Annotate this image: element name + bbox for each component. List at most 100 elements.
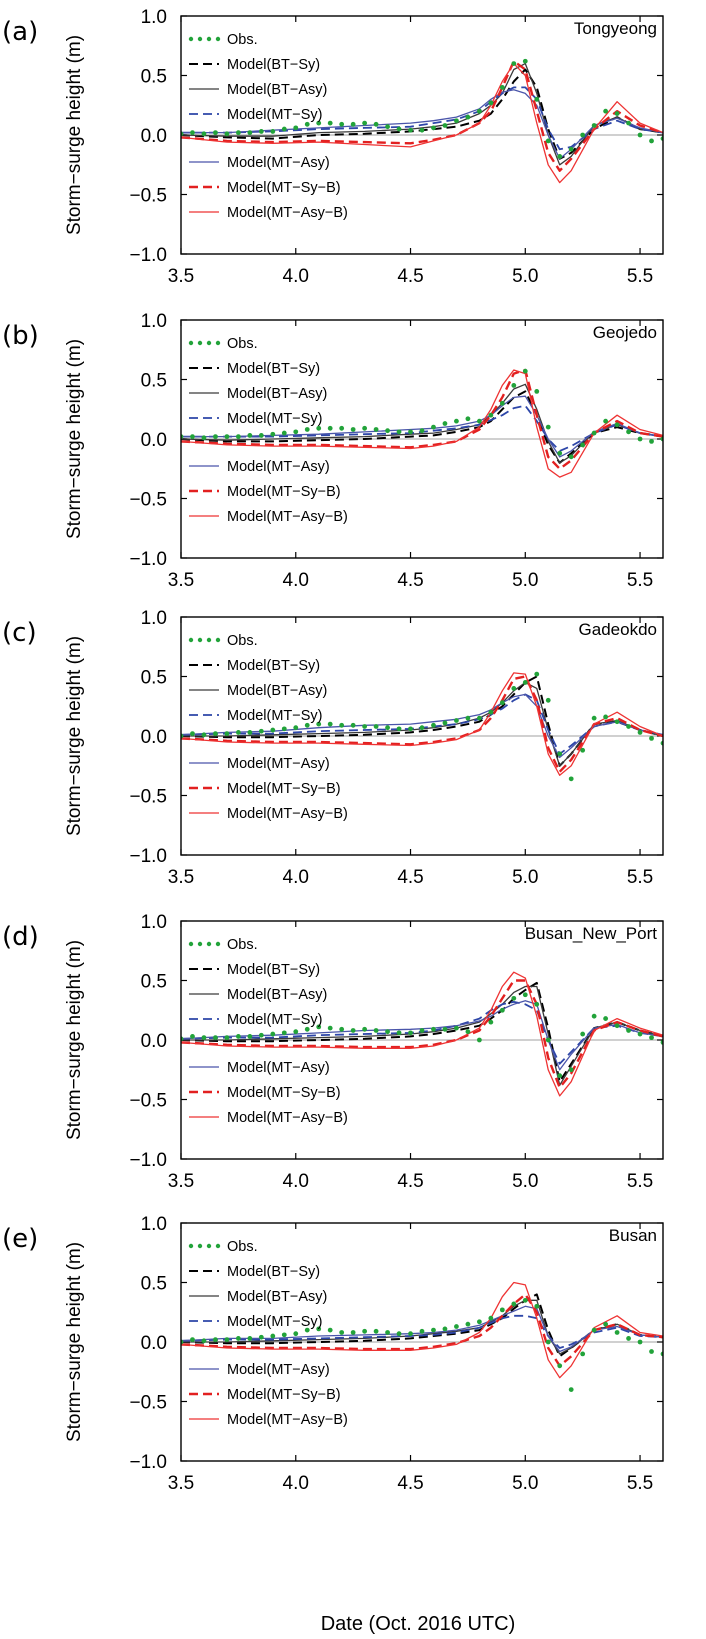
obs-point	[247, 1034, 253, 1039]
y-tick-label: 0.5	[141, 371, 167, 392]
obs-point	[362, 425, 368, 431]
y-tick-label: 0.0	[141, 1333, 167, 1354]
legend-label: Model(MT−Asy)	[227, 1362, 330, 1378]
obs-point	[201, 1338, 207, 1344]
legend-label: Model(BT−Sy)	[227, 658, 320, 674]
obs-point	[454, 1025, 459, 1031]
obs-point	[649, 735, 654, 741]
x-tick-label: 5.0	[512, 867, 538, 888]
obs-point	[350, 1028, 356, 1033]
obs-point	[476, 108, 482, 114]
obs-point	[327, 1327, 333, 1333]
legend-label: Model(MT−Asy−B)	[227, 205, 348, 221]
series-line-mt-asy-b	[181, 672, 663, 776]
y-tick-label: −1.0	[129, 846, 167, 867]
legend-obs-marker	[188, 36, 194, 42]
obs-point	[499, 85, 505, 90]
series-line-mt-sy-b	[181, 1293, 663, 1368]
series-line-mt-sy-b	[181, 979, 663, 1089]
obs-point	[396, 1030, 402, 1036]
obs-point	[213, 434, 218, 440]
obs-point	[591, 123, 597, 128]
obs-point	[419, 428, 425, 434]
series-line-mt-sy	[181, 1001, 663, 1065]
obs-point	[396, 726, 402, 732]
legend-label: Model(MT−Sy)	[227, 1314, 322, 1330]
legend-label: Obs.	[227, 937, 258, 953]
x-tick-label: 4.5	[397, 266, 423, 287]
obs-point	[362, 1026, 368, 1032]
obs-point	[568, 776, 574, 782]
obs-point	[614, 1330, 620, 1335]
y-tick-label: −1.0	[129, 245, 167, 266]
obs-point	[213, 1035, 218, 1041]
x-tick-label: 5.0	[512, 570, 538, 591]
obs-point	[258, 728, 264, 734]
obs-point	[649, 438, 654, 444]
y-tick-label: −0.5	[129, 490, 167, 511]
obs-point	[442, 421, 448, 426]
obs-point	[534, 96, 540, 102]
legend-label: Model(MT−Sy)	[227, 107, 322, 123]
obs-point	[235, 730, 241, 735]
obs-point	[316, 425, 322, 431]
obs-point	[626, 1336, 631, 1341]
obs-point	[213, 1337, 218, 1343]
obs-point	[408, 726, 413, 732]
y-tick-label: 0.5	[141, 972, 167, 993]
legend-obs-marker	[206, 1243, 212, 1249]
obs-point	[339, 722, 345, 728]
legend-obs-marker	[206, 340, 212, 346]
plot-frame	[180, 15, 664, 255]
obs-point	[190, 130, 195, 136]
obs-point	[385, 428, 390, 434]
x-tick-label: 4.5	[397, 1473, 423, 1494]
legend-label: Model(MT−Sy)	[227, 411, 322, 427]
series-group	[181, 671, 663, 782]
legend-obs-marker	[197, 1243, 203, 1249]
legend-obs-marker	[188, 340, 194, 346]
obs-point	[293, 1029, 299, 1035]
legend-label: Model(MT−Asy)	[227, 155, 330, 171]
obs-point	[293, 1331, 299, 1337]
obs-point	[281, 1030, 287, 1036]
obs-point	[281, 126, 287, 132]
series-line-mt-asy-b	[181, 1281, 663, 1379]
obs-point	[350, 1330, 356, 1335]
panel-d: (d) Storm−surge height (m) 1.0 0.5 0.0 −0.5 −1…	[2, 912, 664, 1192]
obs-point	[350, 427, 356, 432]
obs-point	[637, 132, 643, 138]
legend-label: Obs.	[227, 336, 258, 352]
obs-point	[419, 725, 425, 731]
x-tick-label: 4.5	[397, 867, 423, 888]
obs-point	[213, 130, 218, 136]
y-axis-title: Storm−surge height (m)	[64, 940, 85, 1140]
obs-point	[270, 129, 276, 134]
x-tick-label: 4.0	[283, 266, 309, 287]
obs-point	[224, 731, 230, 737]
legend: Obs. Model(BT−Sy) Model(BT−Asy) Model(MT−Sy…	[188, 336, 348, 525]
x-tick-label: 5.5	[627, 1171, 653, 1192]
obs-point	[304, 427, 310, 432]
y-tick-label: −0.5	[129, 1393, 167, 1414]
obs-point	[442, 1026, 448, 1032]
obs-point	[534, 1001, 540, 1007]
y-tick-label: 1.0	[141, 311, 167, 332]
y-axis-title: Storm−surge height (m)	[64, 1242, 85, 1442]
obs-point	[637, 1031, 643, 1037]
legend-obs-marker	[206, 637, 212, 643]
plot-frame	[180, 920, 664, 1160]
obs-point	[511, 61, 517, 66]
obs-point	[626, 429, 631, 435]
legend-obs-marker	[188, 637, 194, 643]
legend-label: Model(BT−Asy)	[227, 987, 327, 1003]
obs-point	[511, 383, 517, 388]
series-line-mt-asy-b	[181, 62, 663, 184]
obs-point	[213, 731, 218, 737]
x-tick-label: 3.5	[168, 266, 194, 287]
obs-point	[545, 138, 551, 144]
legend-label: Model(MT−Asy)	[227, 1060, 330, 1076]
obs-point	[465, 715, 471, 721]
obs-point	[614, 719, 620, 725]
obs-point	[637, 730, 643, 735]
